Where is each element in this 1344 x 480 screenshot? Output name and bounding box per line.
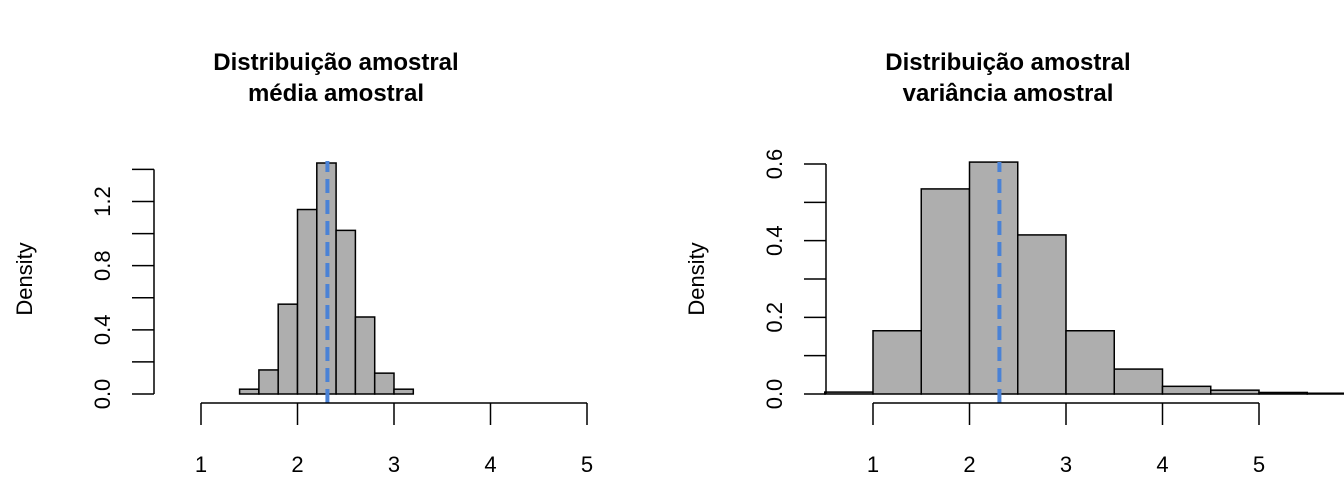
x-tick-label: 3 [1060,452,1072,477]
histogram-bar [968,161,1019,395]
y-tick-label: 1.2 [90,186,115,217]
histogram-bar [1113,368,1164,395]
chart-panel-mean: Distribuição amostral média amostral 1 2 3… [12,49,593,477]
x-tick-label: 2 [291,452,303,477]
histogram-mean: 1 2 3 4 5 0.0 0.4 0.8 1.2 Density [12,161,593,477]
histogram-bar [1258,391,1308,395]
x-tick-label: 1 [195,452,207,477]
histogram-bar [1065,330,1115,395]
bars-group [238,162,415,395]
histogram-bar [335,229,357,395]
histogram-bar [393,388,415,395]
histogram-bar [277,303,299,395]
y-tick-label: 0.0 [762,379,787,410]
histogram-bar [824,391,874,395]
chart-subtitle: média amostral [247,80,425,107]
histogram-bar [354,316,376,395]
y-tick-label: 0.0 [90,379,115,410]
chart-title: Distribuição amostral [213,49,459,76]
bars-group [824,161,1344,395]
y-tick-label: 0.4 [90,315,115,346]
histogram-bar [373,372,395,395]
histogram-bar [872,330,922,395]
y-tick-label: 0.2 [762,302,787,333]
x-tick-label: 1 [867,452,879,477]
histogram-bar [1210,389,1260,395]
x-tick-label: 5 [581,452,593,477]
histogram-variance: 1 2 3 4 5 0.0 0.2 0.4 0.6 Density [684,149,1344,477]
x-tick-label: 2 [963,452,975,477]
y-tick-label: 0.4 [762,225,787,256]
x-tick-label: 3 [388,452,400,477]
histogram-bar [1306,392,1344,395]
y-tick-label: 0.6 [762,149,787,180]
chart-subtitle: variância amostral [902,80,1114,107]
x-tick-label: 4 [1156,452,1168,477]
chart-title: Distribuição amostral [885,49,1131,76]
y-tick-label: 0.8 [90,250,115,281]
chart-panel-variance: Distribuição amostral variância amostral… [672,0,1344,480]
histogram-bar [1017,234,1067,395]
histogram-bar [238,388,260,395]
y-axis-label: Density [12,242,37,315]
x-tick-label: 4 [484,452,496,477]
y-axis-label: Density [684,242,709,315]
histogram-bar [920,188,971,395]
histogram-bar [1161,385,1212,395]
histogram-bar [296,208,318,395]
x-tick-label: 5 [1253,452,1265,477]
histogram-bar [258,369,279,395]
